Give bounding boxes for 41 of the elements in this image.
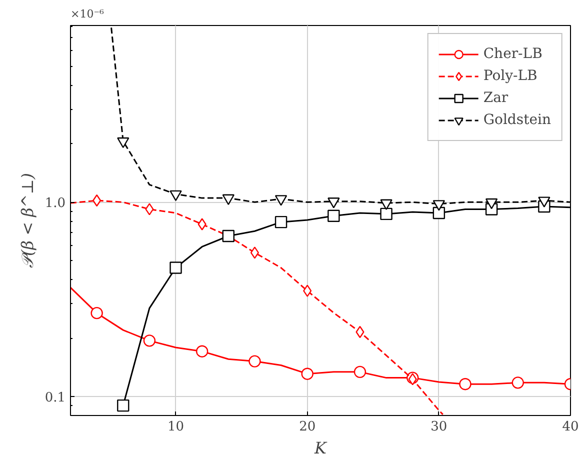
point bbox=[143, 334, 156, 347]
point bbox=[485, 198, 498, 210]
legend-label: Goldstein bbox=[483, 112, 551, 128]
text: ×10⁻⁶ bbox=[70, 8, 105, 20]
point bbox=[303, 284, 312, 297]
x-tick-label: 20 bbox=[299, 420, 316, 434]
point bbox=[380, 208, 392, 220]
point bbox=[248, 355, 261, 368]
point bbox=[380, 199, 392, 210]
point bbox=[198, 218, 206, 230]
point bbox=[222, 230, 234, 242]
point bbox=[170, 190, 182, 202]
legend-label: Poly-LB bbox=[483, 68, 538, 84]
point bbox=[459, 378, 472, 390]
y-tick-label: 1.0 bbox=[44, 196, 66, 212]
x-axis-title: K bbox=[314, 438, 328, 458]
x-tick-label: 10 bbox=[167, 420, 184, 434]
point bbox=[196, 345, 208, 358]
point bbox=[274, 216, 288, 228]
point bbox=[117, 137, 130, 148]
legend-label: Zar bbox=[483, 90, 508, 106]
point bbox=[117, 399, 130, 412]
y-tick-label: 0.1 bbox=[44, 390, 66, 406]
point bbox=[328, 198, 340, 208]
point bbox=[274, 195, 288, 206]
point bbox=[222, 194, 234, 206]
point bbox=[90, 306, 103, 320]
point bbox=[328, 210, 340, 222]
legend-label: Cher-LB bbox=[483, 46, 542, 62]
x-tick-label: 40 bbox=[562, 420, 579, 434]
point bbox=[170, 262, 182, 274]
point bbox=[250, 246, 259, 259]
point bbox=[512, 376, 524, 389]
x-tick-label: 30 bbox=[430, 420, 448, 434]
point bbox=[432, 206, 446, 220]
point bbox=[145, 203, 154, 216]
point bbox=[538, 196, 550, 208]
point bbox=[301, 368, 314, 380]
point bbox=[432, 200, 446, 211]
y-axis-title: 𝒫(β < β^⊥) bbox=[18, 172, 37, 268]
point bbox=[354, 366, 366, 378]
